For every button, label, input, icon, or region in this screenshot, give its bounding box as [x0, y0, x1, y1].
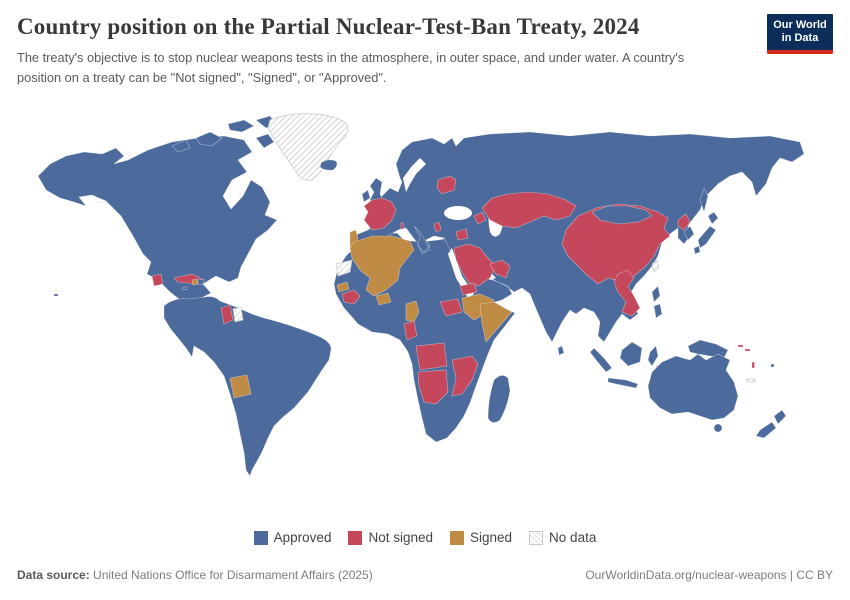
legend-label-signed: Signed	[470, 530, 513, 545]
region-north-korea[interactable]	[677, 213, 691, 231]
baltic-sea	[403, 158, 426, 192]
region-china[interactable]	[561, 203, 671, 285]
region-jamaica[interactable]	[182, 286, 188, 290]
region-south-sudan[interactable]	[439, 298, 463, 317]
region-solomon-islands[interactable]	[737, 344, 751, 352]
logo-line2: in Data	[781, 32, 819, 44]
page-subtitle: The treaty's objective is to stop nuclea…	[17, 50, 685, 85]
page-title: Country position on the Partial Nuclear-…	[17, 14, 640, 39]
world-map	[0, 108, 850, 524]
region-somalia[interactable]	[479, 301, 513, 343]
region-saudi-arabia[interactable]	[453, 243, 497, 287]
legend-label-not-signed: Not signed	[368, 530, 433, 545]
region-corsica[interactable]	[400, 222, 404, 230]
region-congo[interactable]	[403, 320, 418, 341]
logo-line1: Our World	[773, 19, 827, 32]
legend-item-approved[interactable]: Approved	[253, 530, 332, 545]
region-new-caledonia[interactable]	[746, 378, 756, 383]
data-source-value: United Nations Office for Disarmament Af…	[89, 568, 373, 582]
black-sea	[444, 206, 472, 220]
region-ireland[interactable]	[361, 189, 371, 203]
region-borneo[interactable]	[619, 341, 643, 367]
data-source-label: Data source:	[17, 568, 90, 582]
region-paraguay[interactable]	[229, 374, 252, 399]
region-estonia-latvia[interactable]	[436, 175, 457, 195]
region-taiwan[interactable]	[651, 259, 660, 273]
region-sri-lanka[interactable]	[557, 345, 565, 356]
region-sakhalin[interactable]	[699, 187, 709, 214]
region-angola[interactable]	[415, 342, 448, 371]
map-legend: Approved Not signed Signed No data	[0, 530, 850, 545]
region-zimbabwe-mozambique[interactable]	[451, 355, 479, 397]
region-guyana[interactable]	[220, 304, 234, 325]
world-map-svg	[37, 113, 805, 477]
region-burkina-faso[interactable]	[375, 292, 392, 306]
region-haiti[interactable]	[191, 278, 199, 286]
region-algeria-mali[interactable]	[349, 235, 415, 297]
region-north-america[interactable]	[37, 135, 278, 324]
region-albania[interactable]	[433, 221, 442, 233]
region-iceland[interactable]	[319, 159, 338, 171]
region-new-guinea[interactable]	[687, 339, 729, 359]
legend-item-not-signed[interactable]: Not signed	[348, 530, 433, 545]
legend-item-no-data[interactable]: No data	[529, 530, 596, 545]
legend-swatch-not-signed	[348, 530, 363, 545]
region-mongolia[interactable]	[591, 205, 653, 225]
owid-url-link[interactable]: OurWorldinData.org/nuclear-weapons | CC …	[585, 568, 833, 582]
country-borders	[95, 151, 531, 465]
footer: Data source: United Nations Office for D…	[17, 568, 833, 582]
region-south-korea[interactable]	[683, 225, 695, 241]
region-sulawesi[interactable]	[647, 345, 659, 367]
region-france[interactable]	[363, 197, 397, 231]
region-french-guiana[interactable]	[232, 306, 244, 323]
region-oman-uae[interactable]	[489, 259, 511, 279]
region-kazakhstan[interactable]	[481, 191, 577, 229]
header: Country position on the Partial Nuclear-…	[17, 14, 833, 87]
region-new-zealand[interactable]	[755, 409, 787, 439]
region-guatemala[interactable]	[151, 273, 164, 287]
region-namibia[interactable]	[417, 369, 449, 405]
legend-label-approved: Approved	[273, 530, 332, 545]
region-greenland[interactable]	[267, 113, 349, 181]
region-azerbaijan[interactable]	[473, 211, 487, 225]
region-eritrea[interactable]	[459, 282, 478, 296]
region-senegal[interactable]	[336, 281, 350, 293]
owid-logo[interactable]: Our World in Data	[767, 14, 833, 54]
region-syria[interactable]	[455, 228, 469, 241]
region-java[interactable]	[607, 377, 639, 389]
region-dominican-republic[interactable]	[197, 278, 205, 286]
region-fiji[interactable]	[770, 363, 775, 368]
region-guinea[interactable]	[341, 289, 361, 305]
region-australia[interactable]	[647, 353, 739, 421]
region-madagascar[interactable]	[487, 375, 511, 423]
region-sumatra[interactable]	[589, 347, 613, 373]
region-cameroon[interactable]	[405, 300, 420, 323]
region-tasmania[interactable]	[713, 423, 723, 433]
legend-swatch-no-data	[529, 530, 544, 545]
region-philippines[interactable]	[651, 285, 663, 319]
region-vietnam-laos-cambodia[interactable]	[613, 269, 641, 317]
legend-swatch-signed	[450, 530, 464, 545]
region-hawaii[interactable]	[53, 293, 59, 297]
region-japan[interactable]	[693, 211, 719, 255]
legend-item-signed[interactable]: Signed	[450, 530, 512, 545]
region-western-sahara[interactable]	[335, 259, 353, 277]
region-vanuatu[interactable]	[751, 361, 755, 369]
data-source: Data source: United Nations Office for D…	[17, 568, 373, 582]
legend-swatch-approved	[253, 530, 268, 545]
legend-label-no-data: No data	[549, 530, 597, 545]
